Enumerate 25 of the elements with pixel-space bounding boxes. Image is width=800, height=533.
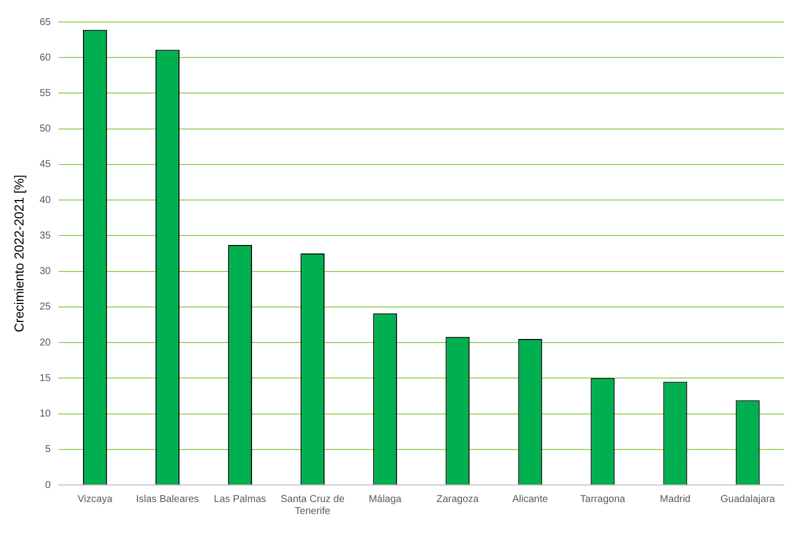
x-tick-label: Zaragoza xyxy=(436,494,480,505)
y-tick-label: 30 xyxy=(40,266,52,278)
y-tick-label: 25 xyxy=(40,302,52,313)
y-tick-label: 0 xyxy=(45,480,52,491)
y-tick-label: 10 xyxy=(40,408,52,420)
y-tick-label: 15 xyxy=(40,372,52,384)
x-tick-label: Vizcaya xyxy=(78,494,113,505)
y-tick-label: 65 xyxy=(40,16,52,28)
x-tick-label: Tarragona xyxy=(580,494,626,505)
y-tick-label: 55 xyxy=(40,88,52,99)
y-tick-label: 45 xyxy=(40,159,52,170)
x-tick-label: Islas Baleares xyxy=(136,494,199,505)
y-tick-label: 40 xyxy=(40,194,52,206)
y-tick-label: 5 xyxy=(45,444,52,456)
x-tick-label: Guadalajara xyxy=(720,494,776,505)
y-tick-label: 35 xyxy=(40,230,52,242)
x-tick-label: Málaga xyxy=(368,494,402,505)
x-tick-label: Madrid xyxy=(660,494,690,505)
y-axis-title: Crecimiento 2022-2021 [%] xyxy=(11,174,26,332)
y-tick-label: 50 xyxy=(40,124,52,135)
x-tick-label: Santa Cruz de Tenerife xyxy=(280,494,345,517)
y-tick-label: 20 xyxy=(40,337,52,348)
x-tick-label: Alicante xyxy=(512,494,548,505)
y-tick-label: 60 xyxy=(40,52,52,64)
x-tick-label: Las Palmas xyxy=(214,494,266,505)
